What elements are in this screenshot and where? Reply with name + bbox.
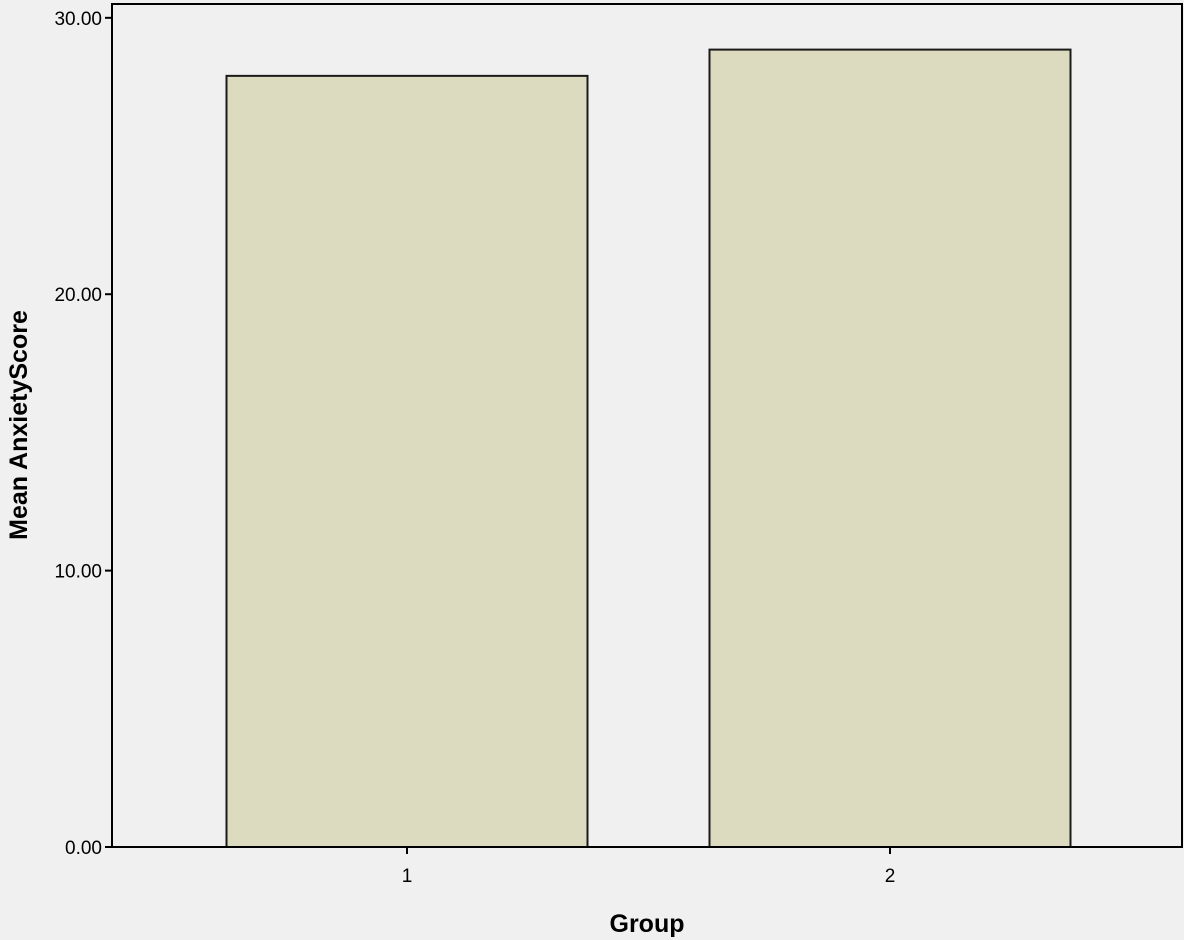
x-tick-label: 1: [402, 866, 413, 887]
x-axis-title: Group: [610, 910, 685, 938]
bar-group-1: [225, 74, 589, 848]
bar-group-2: [708, 48, 1072, 848]
y-tick-label: 20.00: [54, 285, 102, 306]
bars-group: [112, 48, 1182, 848]
x-tick-label: 2: [885, 866, 896, 887]
y-axis-title: Mean AnxietyScore: [5, 310, 33, 540]
y-axis-ticks: 0.00 10.00 20.00 30.00: [54, 9, 112, 859]
y-tick-label: 10.00: [54, 562, 102, 583]
y-tick-label: 30.00: [54, 9, 102, 30]
y-tick-label: 0.00: [65, 838, 102, 859]
